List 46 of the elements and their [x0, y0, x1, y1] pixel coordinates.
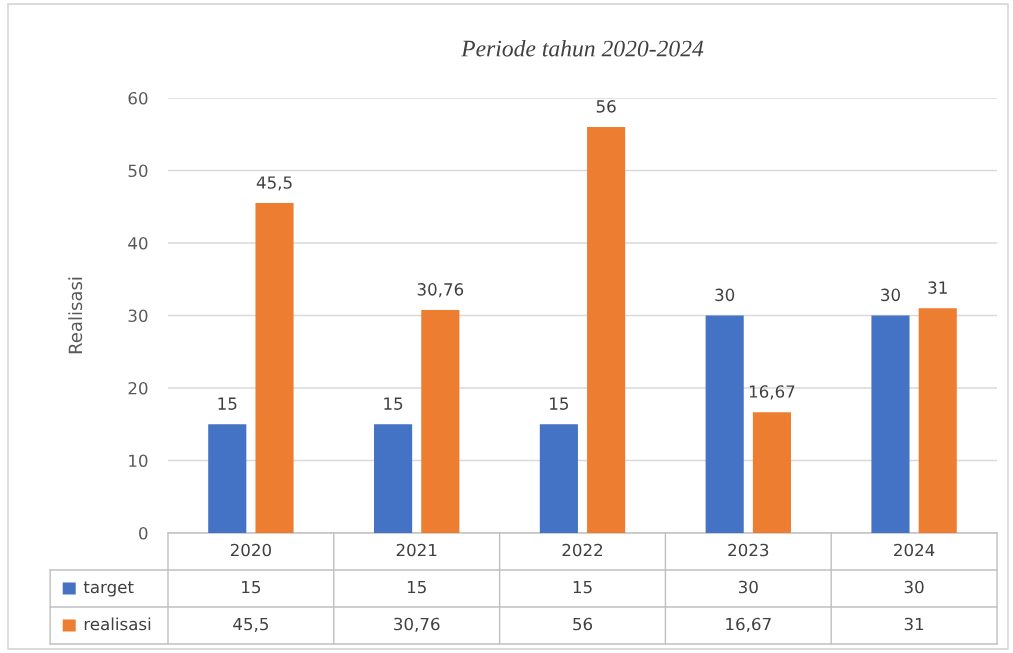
y-tick-label: 20	[128, 381, 148, 395]
data-label: 30	[738, 580, 758, 594]
text: 15	[384, 397, 403, 410]
bar	[587, 127, 626, 533]
text: 45,5	[256, 176, 292, 191]
bar	[871, 315, 910, 533]
y-tick-label: 50	[128, 164, 148, 178]
bar	[918, 308, 957, 533]
data-label: 16,67	[726, 617, 771, 633]
bar	[255, 203, 294, 533]
text: 56	[596, 100, 616, 113]
x-tick-label: 2022	[562, 543, 603, 557]
y-tick-label: 10	[129, 454, 148, 468]
data-label: 15	[407, 580, 426, 594]
y-tick-label: 60	[128, 91, 148, 105]
x-tick-label: 2020	[230, 543, 271, 557]
data-label: 15	[573, 580, 592, 594]
bar	[421, 309, 460, 533]
bar	[374, 424, 413, 533]
text: 30	[715, 288, 735, 302]
bar	[539, 424, 578, 533]
data-label: 30	[904, 580, 924, 594]
y-tick-label: 40	[128, 236, 148, 250]
text: 15	[218, 397, 237, 410]
text: 16,67	[749, 385, 795, 400]
text: 31	[928, 281, 947, 294]
x-tick-label: 2023	[728, 543, 769, 557]
data-label: 30,76	[394, 617, 440, 633]
data-label: 56	[573, 617, 593, 631]
bar	[705, 315, 744, 533]
text: 30,76	[417, 283, 464, 298]
y-axis-title: Realisasi	[68, 277, 83, 354]
data-label: 15	[242, 580, 261, 594]
text: 15	[550, 397, 569, 410]
bar	[752, 412, 791, 533]
data-label: 45,5	[233, 617, 268, 633]
legend-label: target	[83, 581, 134, 597]
y-tick-label: 0	[139, 526, 148, 540]
y-tick-label: 30	[128, 309, 148, 323]
data-label: 31	[904, 617, 924, 631]
legend-label: realisasi	[84, 617, 151, 631]
bar	[208, 424, 247, 533]
text: 30	[881, 288, 900, 302]
chart-title: Periode tahun 2020-2024	[461, 39, 704, 57]
x-tick-label: 2021	[396, 543, 437, 557]
x-tick-label: 2024	[894, 543, 935, 557]
